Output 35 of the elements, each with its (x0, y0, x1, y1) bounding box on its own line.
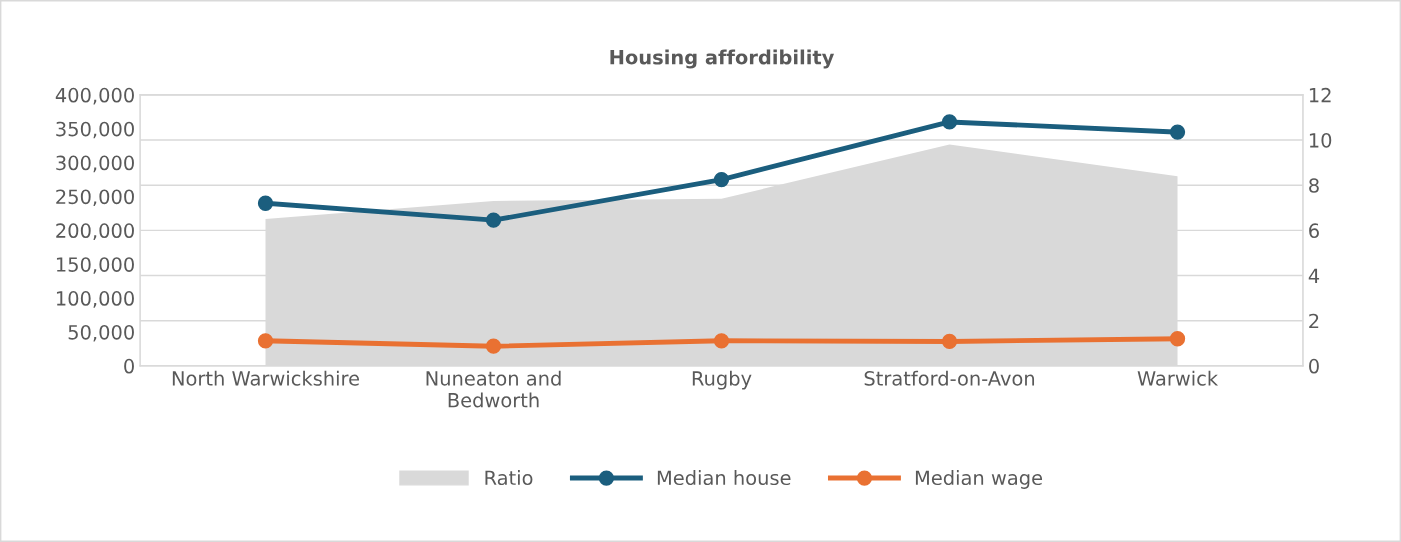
y2-tick-label: 10 (1309, 132, 1332, 148)
y-tick-label: 250,000 (56, 189, 134, 207)
y-tick-label: 300,000 (56, 155, 134, 173)
y-tick-label: 100,000 (56, 291, 134, 308)
point (941, 333, 958, 350)
y-tick-label: 400,000 (55, 87, 134, 105)
y2-tick-label: 4 (1308, 268, 1320, 283)
y2-tick-label: 12 (1309, 87, 1331, 103)
point (485, 338, 502, 354)
legend-label: Median house (657, 470, 791, 486)
point (941, 114, 958, 130)
x-tick-label: North Warwickshire (172, 370, 360, 386)
y-tick-label: 350,000 (56, 121, 134, 139)
y-tick-label: 200,000 (56, 223, 134, 240)
point (713, 333, 730, 349)
y2-tick-label: 6 (1309, 223, 1319, 239)
point (257, 195, 274, 211)
y2-tick-label: 2 (1309, 313, 1319, 329)
point (1169, 331, 1186, 347)
x-tick-label: Stratford-on-Avon (864, 370, 1035, 386)
y2-tick-label: 8 (1309, 178, 1319, 193)
x-tick-label: Rugby (692, 370, 752, 390)
legend-label: Ratio (485, 470, 533, 486)
y-tick-label: 50,000 (68, 324, 134, 342)
point (1169, 124, 1186, 140)
x-tick-label: Warwick (1137, 370, 1219, 386)
y-tick-label: 0 (124, 358, 134, 374)
y-tick-label: 150,000 (56, 257, 134, 274)
point (713, 171, 730, 188)
legend-label: Median wage (915, 470, 1043, 489)
chart-title: Housing affordibility (610, 49, 835, 69)
point (257, 333, 274, 349)
x-tick-label: Nuneaton and Bedworth (426, 370, 561, 408)
point (485, 212, 502, 228)
y2-tick-label: 0 (1309, 358, 1319, 374)
